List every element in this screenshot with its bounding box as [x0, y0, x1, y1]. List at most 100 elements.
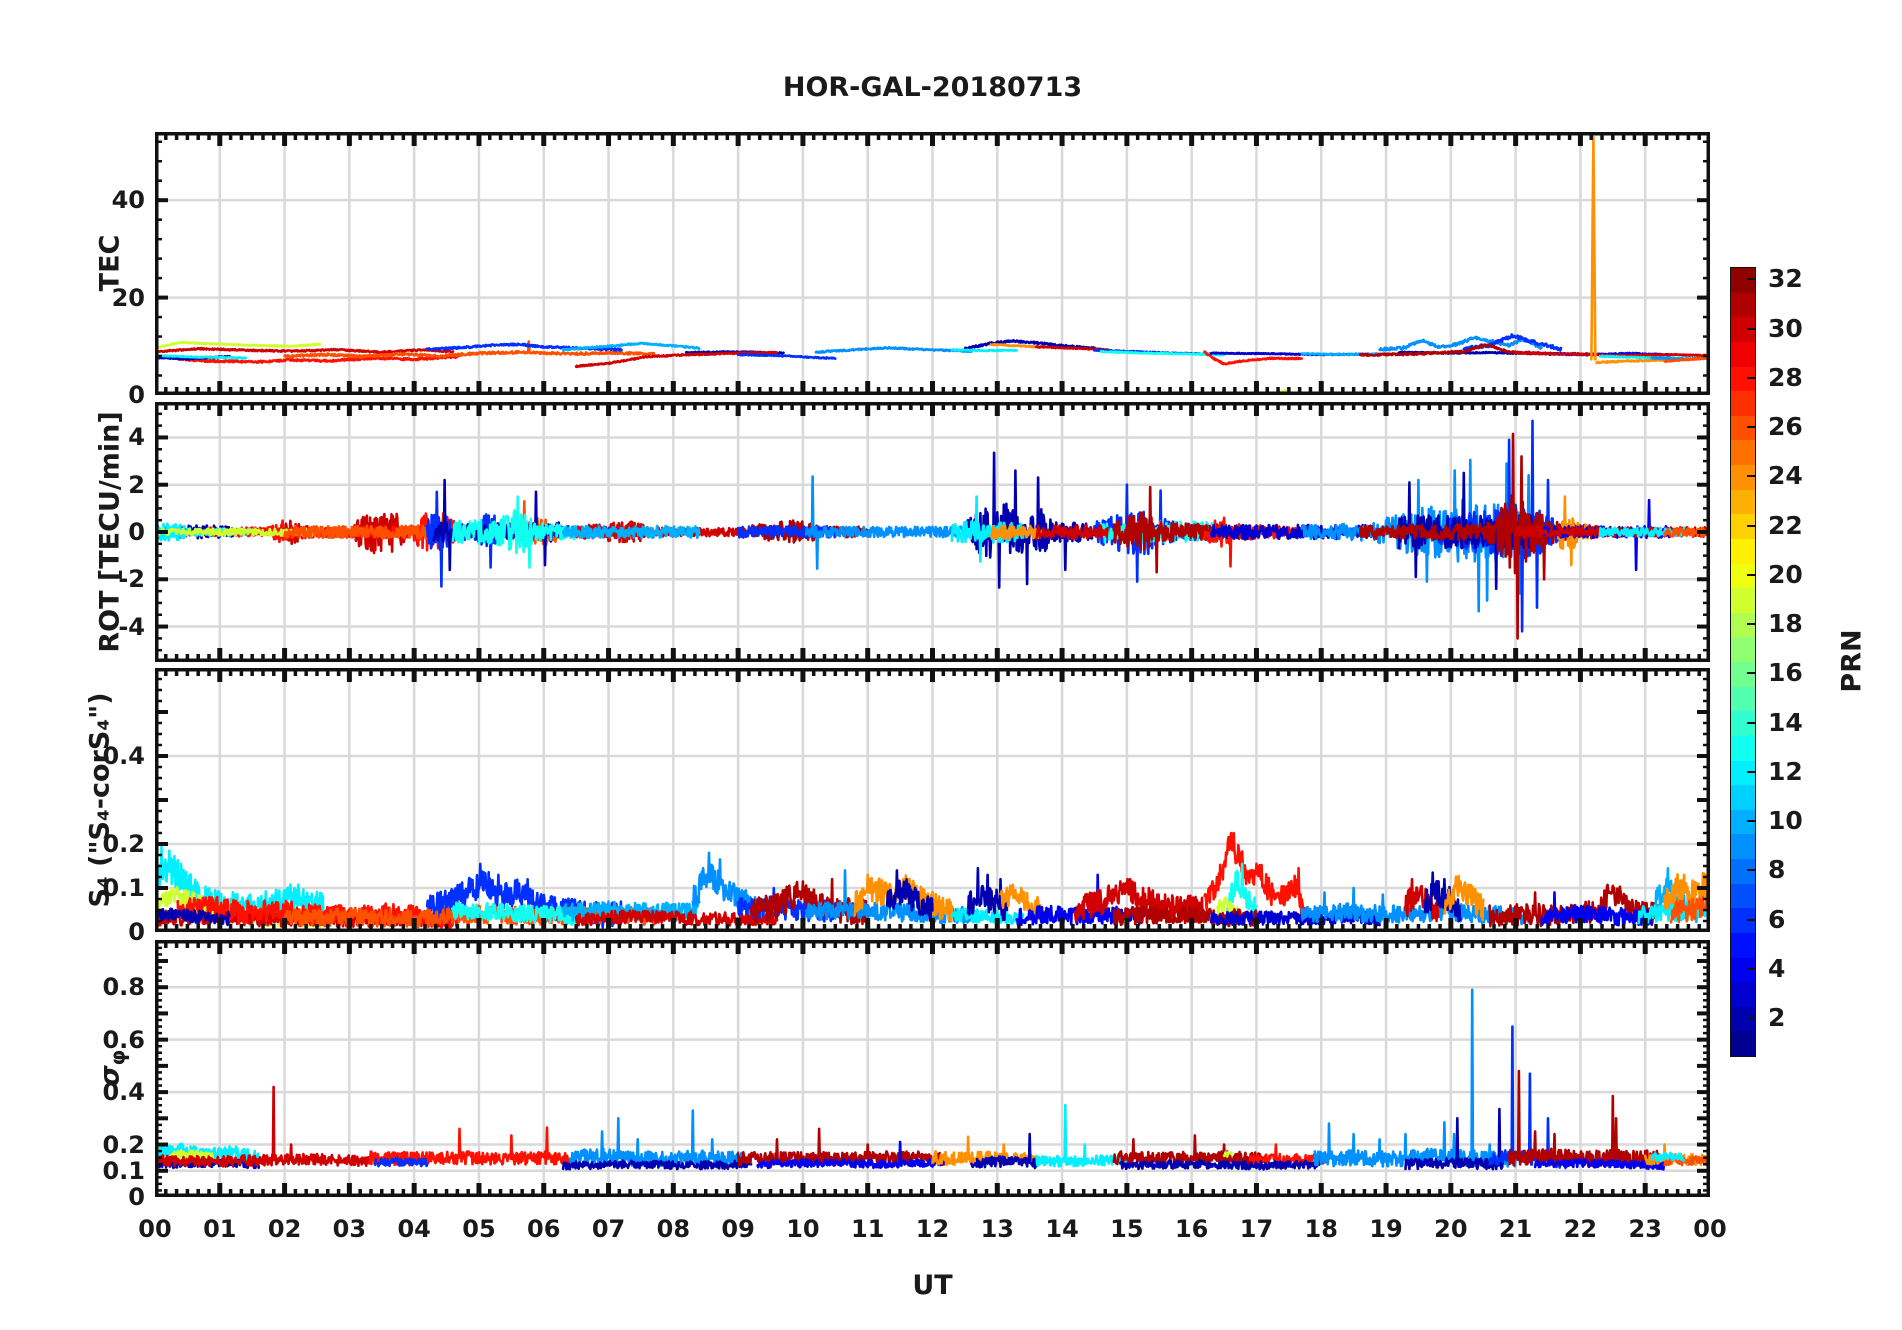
colorbar-tick-16: 16 — [1768, 658, 1803, 688]
series-prn-12 — [155, 354, 247, 360]
xlabel-ut: UT — [912, 1270, 953, 1301]
series-prn-12 — [950, 348, 1019, 353]
xtick-01-1: 01 — [203, 1215, 237, 1243]
series-prn-2 — [963, 451, 1096, 589]
ytick-rot--4: -4 — [118, 612, 145, 641]
colorbar-tick-mark — [1747, 967, 1755, 970]
series-prn-2 — [970, 1132, 1038, 1170]
series-prn-28 — [1203, 350, 1304, 366]
colorbar-tick-mark — [1747, 918, 1755, 921]
ytick-s4-0.4: 0.4 — [102, 742, 145, 770]
xtick-05-5: 05 — [462, 1215, 496, 1243]
chart-title: HOR-GAL-20180713 — [782, 72, 1083, 103]
colorbar-tick-22: 22 — [1768, 510, 1803, 540]
series-prn-30 — [1034, 523, 1109, 540]
series-prn-2 — [963, 339, 1096, 351]
series-prn-2 — [1397, 471, 1537, 590]
colorbar-segment-prn-16 — [1731, 662, 1755, 687]
series-prn-24 — [1590, 135, 1597, 361]
ytick-sigmaphi-0: 0 — [128, 1183, 145, 1211]
series-prn-6 — [374, 1156, 429, 1168]
ytick-tec-20: 20 — [111, 283, 145, 312]
panel-rot-plot — [155, 402, 1710, 662]
series-prn-9 — [1313, 988, 1517, 1169]
colorbar-tick-mark — [1747, 426, 1755, 429]
series-prn-30 — [574, 350, 779, 369]
series-prn-30 — [1404, 877, 1440, 923]
colorbar-label-prn: PRN — [1836, 629, 1868, 693]
series-prn-24 — [989, 524, 1044, 540]
colorbar-tick-mark — [1747, 327, 1755, 330]
colorbar-tick-26: 26 — [1768, 412, 1803, 442]
colorbar-tick-24: 24 — [1768, 461, 1803, 491]
colorbar-segment-prn-22 — [1731, 514, 1755, 539]
xtick-10-10: 10 — [786, 1215, 820, 1243]
series-prn-13 — [451, 495, 578, 569]
xtick-16-16: 16 — [1174, 1215, 1209, 1243]
xtick-20-20: 20 — [1434, 1215, 1468, 1243]
axes-border — [155, 132, 1710, 395]
series-prn-28 — [367, 1126, 572, 1168]
colorbar-tick-8: 8 — [1768, 855, 1786, 885]
series-prn-4 — [1533, 1158, 1666, 1171]
colorbar-segment-prn-20 — [1731, 563, 1755, 589]
series-prn-19 — [155, 340, 322, 350]
axes-border — [155, 402, 1710, 662]
series-prn-24 — [1443, 874, 1485, 922]
series-prn-2 — [966, 866, 1009, 922]
xtick-03-3: 03 — [332, 1215, 367, 1243]
series-prn-28 — [1203, 516, 1304, 568]
ylabel-tec: TEC — [94, 234, 126, 292]
series-prn-2 — [561, 1159, 753, 1171]
ytick-rot-0: 0 — [128, 518, 145, 546]
colorbar-segment-prn-7 — [1731, 883, 1755, 909]
series-prn-6 — [736, 352, 837, 360]
colorbar-segment-prn-1 — [1731, 1031, 1755, 1056]
ytick-rot--2: -2 — [118, 565, 145, 594]
colorbar-segment-prn-27 — [1731, 391, 1755, 416]
series-prn-24 — [989, 342, 1044, 349]
colorbar-tick-mark — [1747, 1017, 1755, 1020]
series-prn-12 — [1034, 1103, 1129, 1168]
xtick-07-7: 07 — [591, 1215, 626, 1243]
series-prn-4 — [756, 1140, 947, 1170]
xtick-04-4: 04 — [397, 1215, 431, 1243]
series-prn-2 — [885, 869, 934, 922]
panel-tec-plot — [155, 132, 1710, 395]
xtick-00-24: 00 — [1693, 1215, 1727, 1243]
colorbar-segment-prn-2 — [1731, 1006, 1755, 1032]
xtick-22-22: 22 — [1563, 1215, 1598, 1243]
xtick-00-0: 00 — [138, 1215, 172, 1243]
axes-border — [155, 940, 1710, 1197]
series-prn-26 — [1669, 886, 1710, 924]
series-prn-26 — [1663, 355, 1710, 364]
colorbar-tick-14: 14 — [1768, 707, 1803, 737]
series-prn-19 — [169, 1149, 215, 1163]
colorbar-tick-mark — [1747, 573, 1755, 576]
axes-border — [155, 668, 1710, 932]
colorbar-tick-mark — [1747, 278, 1755, 281]
colorbar-tick-32: 32 — [1768, 264, 1803, 294]
colorbar-tick-18: 18 — [1768, 609, 1803, 639]
colorbar-segment-prn-6 — [1731, 908, 1755, 933]
colorbar-tick-mark — [1747, 475, 1755, 478]
ytick-sigmaphi-0.2: 0.2 — [102, 1130, 145, 1159]
colorbar-tick-4: 4 — [1768, 953, 1786, 983]
xtick-11-11: 11 — [851, 1215, 885, 1243]
colorbar-segment-prn-14 — [1731, 711, 1755, 736]
colorbar-segment-prn-23 — [1731, 489, 1755, 515]
colorbar-segment-prn-9 — [1731, 834, 1755, 859]
ytick-sigmaphi-0.6: 0.6 — [102, 1025, 145, 1054]
colorbar-tick-6: 6 — [1768, 904, 1786, 934]
series-prn-12 — [1650, 1151, 1686, 1162]
colorbar-tick-mark — [1747, 672, 1755, 675]
colorbar-segment-prn-19 — [1731, 588, 1755, 613]
panel-sigmaphi-plot — [155, 940, 1710, 1197]
series-prn-26 — [283, 340, 656, 359]
colorbar-segment-prn-30 — [1731, 317, 1755, 342]
series-prn-9 — [804, 475, 980, 570]
series-prn-31 — [1507, 1069, 1666, 1168]
colorbar-segment-prn-5 — [1731, 932, 1755, 958]
colorbar-segment-prn-18 — [1731, 612, 1755, 638]
